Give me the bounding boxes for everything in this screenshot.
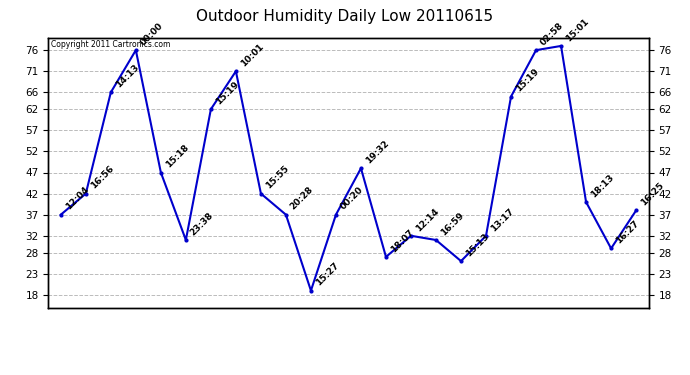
Text: 15:13: 15:13 — [464, 232, 491, 258]
Text: 14:13: 14:13 — [114, 63, 140, 90]
Text: 15:19: 15:19 — [514, 67, 540, 94]
Text: 13:17: 13:17 — [489, 206, 515, 233]
Text: 16:59: 16:59 — [439, 210, 466, 237]
Text: 00:20: 00:20 — [339, 186, 365, 212]
Text: 16:27: 16:27 — [614, 219, 640, 246]
Text: 15:19: 15:19 — [214, 80, 240, 106]
Text: 20:28: 20:28 — [288, 185, 315, 212]
Text: 15:27: 15:27 — [314, 261, 340, 288]
Text: 15:01: 15:01 — [564, 16, 591, 43]
Text: 15:55: 15:55 — [264, 164, 290, 191]
Text: Outdoor Humidity Daily Low 20110615: Outdoor Humidity Daily Low 20110615 — [197, 9, 493, 24]
Text: 02:58: 02:58 — [539, 21, 565, 47]
Text: 23:38: 23:38 — [188, 211, 215, 237]
Text: 00:00: 00:00 — [139, 21, 165, 47]
Text: Copyright 2011 Cartronics.com: Copyright 2011 Cartronics.com — [51, 40, 170, 49]
Text: 15:18: 15:18 — [164, 143, 190, 170]
Text: 10:01: 10:01 — [239, 42, 265, 69]
Text: 19:32: 19:32 — [364, 139, 391, 165]
Text: 16:25: 16:25 — [639, 181, 665, 208]
Text: 16:56: 16:56 — [88, 164, 115, 191]
Text: 18:13: 18:13 — [589, 172, 615, 199]
Text: 12:04: 12:04 — [63, 185, 90, 212]
Text: 18:07: 18:07 — [388, 228, 415, 254]
Text: 12:14: 12:14 — [414, 206, 440, 233]
